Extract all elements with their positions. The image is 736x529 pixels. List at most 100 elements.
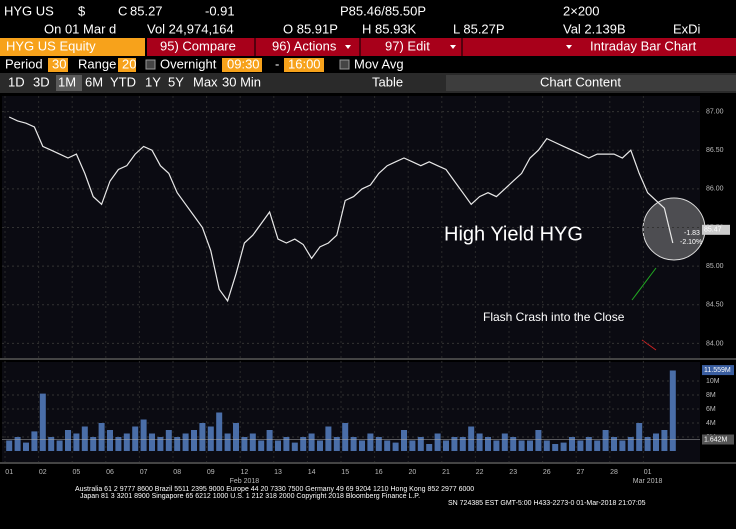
volume-bar — [216, 412, 223, 451]
dropdown-arrow — [566, 45, 572, 49]
volume-bar — [123, 433, 130, 451]
volume-bar — [157, 437, 164, 451]
volume-bar — [291, 442, 298, 451]
input-box[interactable] — [118, 58, 136, 72]
change-label: -2.10% — [680, 239, 702, 246]
row1-text: C — [118, 3, 127, 18]
volume-bar — [207, 426, 214, 451]
row4-text[interactable]: Period — [5, 56, 43, 71]
volume-bar — [350, 437, 357, 451]
row2-text: On 01 Mar d — [44, 21, 116, 36]
volume-bar — [6, 440, 13, 451]
y-tick-label: 6M — [706, 406, 716, 413]
row5-text[interactable]: 1Y — [145, 74, 161, 89]
x-tick-label: 23 — [509, 469, 517, 476]
row2-text: Val 2.139B — [563, 21, 626, 36]
volume-bar — [669, 370, 676, 451]
volume-bar — [468, 426, 475, 451]
change-label: -1.83 — [684, 230, 700, 237]
volume-bar — [401, 430, 407, 451]
red-arrow — [641, 339, 657, 351]
volume-bar — [409, 440, 416, 451]
row3-text[interactable]: 96) Actions — [272, 38, 337, 53]
volume-bar — [426, 444, 433, 451]
y-tick-label: 84.00 — [706, 340, 724, 347]
row3-text[interactable]: 97) Edit — [385, 38, 430, 53]
row3-text[interactable]: HYG US Equity — [6, 38, 96, 53]
volume-bar — [594, 440, 601, 451]
volume-bar — [14, 437, 21, 451]
y-tick-label: 85.00 — [706, 263, 724, 270]
row5-text[interactable]: 3D — [33, 74, 50, 89]
value-tag — [702, 434, 734, 445]
volume-bar — [333, 437, 340, 451]
row4-text[interactable]: 16:00 — [288, 56, 321, 71]
volume-bar — [266, 430, 273, 451]
x-tick-label: 27 — [577, 469, 585, 476]
row5-text[interactable]: YTD — [110, 74, 136, 89]
y-tick-label: 87.00 — [706, 108, 724, 115]
row5-text[interactable]: Table — [372, 74, 403, 89]
row4-text[interactable]: Range — [78, 56, 116, 71]
row5-text[interactable]: 1M — [58, 74, 76, 89]
volume-bar — [384, 440, 391, 451]
x-tick-label: 28 — [610, 469, 618, 476]
input-box[interactable] — [48, 58, 68, 72]
row2-text: Vol 24,974,164 — [147, 21, 234, 36]
y-tick-label: 84.50 — [706, 302, 724, 309]
row3-text[interactable]: 95) Compare — [160, 38, 236, 53]
row4-text[interactable]: 20 — [122, 56, 136, 71]
volume-bar — [149, 433, 155, 451]
volume-bar — [224, 433, 231, 451]
x-tick-label: 15 — [341, 469, 349, 476]
row4-text[interactable]: Mov Avg — [354, 56, 404, 71]
checkbox[interactable] — [145, 59, 156, 70]
volume-bar — [644, 437, 651, 451]
volume-bar — [342, 423, 349, 451]
value-tag-label: 11.559M — [704, 367, 731, 374]
volume-bar — [275, 440, 281, 451]
selected-range[interactable] — [56, 75, 82, 91]
x-tick-label: 02 — [39, 469, 47, 476]
x-tick-label: 26 — [543, 469, 551, 476]
price-tag — [702, 224, 730, 235]
row5-text[interactable]: Chart Content — [540, 74, 621, 89]
volume-bar — [518, 440, 525, 451]
volume-bar — [375, 437, 382, 451]
volume-bar — [535, 430, 542, 451]
row2-text: H 85.93K — [362, 21, 417, 36]
volume-bar — [501, 433, 508, 451]
row4-text[interactable]: - — [275, 56, 279, 71]
row5-text[interactable]: 1D — [8, 74, 25, 89]
volume-bar — [90, 437, 97, 451]
row5-text[interactable]: 6M — [85, 74, 103, 89]
input-box[interactable] — [222, 58, 262, 72]
input-box[interactable] — [284, 58, 324, 72]
volume-bar — [619, 440, 626, 451]
row5-text[interactable]: 30 Min — [222, 74, 261, 89]
volume-bar — [653, 433, 659, 451]
row5-text[interactable]: Max — [193, 74, 218, 89]
value-tag-label: 1.642M — [704, 436, 728, 443]
row5-text[interactable]: 5Y — [168, 74, 184, 89]
volume-bar — [39, 393, 46, 451]
volume-bar — [392, 442, 399, 451]
y-tick-label: 8M — [706, 392, 716, 399]
volume-bar — [485, 437, 491, 451]
y-tick-label: 10M — [706, 378, 720, 385]
row4-text[interactable]: 09:30 — [227, 56, 260, 71]
row1-text: $ — [78, 3, 86, 18]
x-tick-label: 06 — [106, 469, 114, 476]
security-box[interactable] — [0, 38, 145, 56]
volume-bar — [627, 437, 634, 451]
row4-text[interactable]: 30 — [52, 56, 66, 71]
chart-content-bar[interactable] — [446, 75, 736, 91]
volume-bar — [443, 440, 449, 451]
volume-bar — [493, 440, 500, 451]
row4-text[interactable]: Overnight — [160, 56, 217, 71]
x-tick-label: 12 — [241, 469, 249, 476]
checkbox[interactable] — [339, 59, 350, 70]
x-tick-label: 14 — [308, 469, 316, 476]
row3-text[interactable]: Intraday Bar Chart — [590, 38, 697, 53]
